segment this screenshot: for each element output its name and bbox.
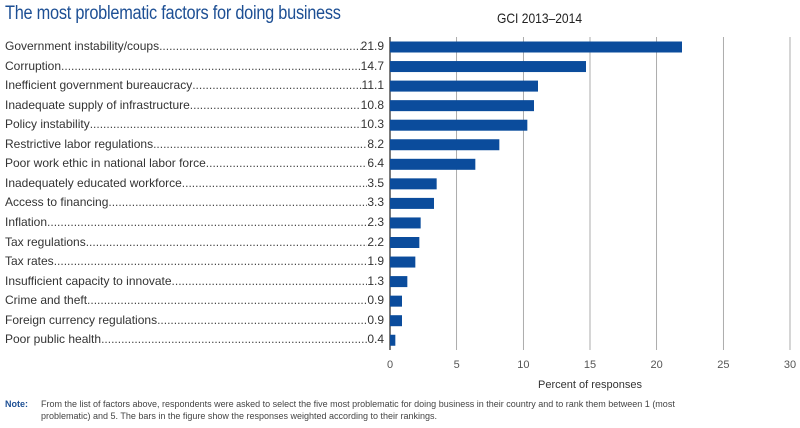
bar <box>390 217 421 229</box>
value-label: 1.3 <box>367 273 384 288</box>
factor-label: Insufficient capacity to innovate <box>5 273 172 288</box>
factor-row: Policy instability 10.3 <box>5 117 384 133</box>
note-label: Note: <box>5 399 28 409</box>
factor-label: Policy instability <box>5 117 90 132</box>
bar <box>390 295 402 307</box>
factor-row: Tax regulations 2.2 <box>5 235 384 251</box>
bar <box>390 334 396 346</box>
value-label: 0.4 <box>367 332 384 347</box>
value-label: 11.1 <box>361 78 384 93</box>
factor-label: Inefficient government bureaucracy <box>5 78 193 93</box>
value-label: 2.3 <box>367 214 384 229</box>
x-tick-label: 25 <box>717 359 729 371</box>
factor-row: Crime and theft 0.9 <box>5 293 384 309</box>
factor-label: Inadequately educated workforce <box>5 175 182 190</box>
factor-row: Restrictive labor regulations 8.2 <box>5 137 384 153</box>
factor-row: Inadequately educated workforce 3.5 <box>5 176 384 192</box>
bar <box>390 80 538 92</box>
bar <box>390 178 437 190</box>
bar <box>390 119 528 131</box>
factor-label: Inflation <box>5 214 48 229</box>
factor-row: Poor work ethic in national labor force 6… <box>5 156 384 172</box>
value-label: 10.3 <box>360 117 384 132</box>
bar <box>390 197 434 209</box>
bar <box>390 158 476 170</box>
factor-label: Tax rates <box>5 254 54 269</box>
value-label: 8.2 <box>367 136 384 151</box>
factor-row: Inflation 2.3 <box>5 215 384 231</box>
value-label: 0.9 <box>367 312 384 327</box>
x-tick-label: 20 <box>651 359 663 371</box>
bar <box>390 41 682 53</box>
value-label: 14.7 <box>360 58 384 73</box>
factor-label: Access to financing <box>5 195 109 210</box>
factor-row: Foreign currency regulations 0.9 <box>5 313 384 329</box>
bar <box>390 276 408 288</box>
note-text: From the list of factors above, responde… <box>41 399 675 421</box>
value-label: 10.8 <box>360 97 384 112</box>
factor-row: Access to financing 3.3 <box>5 195 384 211</box>
x-axis-label: Percent of responses <box>538 379 642 391</box>
bar <box>390 139 500 151</box>
factor-label: Poor public health <box>5 332 102 347</box>
value-label: 1.9 <box>367 254 384 269</box>
factor-label: Foreign currency regulations <box>5 312 158 327</box>
factor-row: Poor public health 0.4 <box>5 332 384 348</box>
factor-label: Crime and theft <box>5 293 88 308</box>
x-tick-label: 0 <box>387 359 393 371</box>
bar <box>390 237 420 248</box>
factor-label: Restrictive labor regulations <box>5 136 154 151</box>
factor-label: Poor work ethic in national labor force <box>5 156 206 171</box>
value-label: 0.9 <box>367 293 384 308</box>
factor-row: Insufficient capacity to innovate 1.3 <box>5 274 384 290</box>
x-tick-label: 5 <box>454 359 460 371</box>
x-tick-label: 10 <box>517 359 529 371</box>
factor-row: Inadequate supply of infrastructure 10.8 <box>5 98 384 114</box>
chart-subtitle: GCI 2013–2014 <box>497 10 583 26</box>
factor-row: Tax rates 1.9 <box>5 254 384 270</box>
factor-label: Government instability/coups <box>5 39 160 53</box>
value-label: 3.5 <box>367 175 384 190</box>
bar <box>390 100 534 112</box>
factor-row: Inefficient government bureaucracy 11.1 <box>5 78 384 94</box>
chart-title: The most problematic factors for doing b… <box>5 3 341 24</box>
value-label: 21.9 <box>360 39 384 53</box>
factor-label: Inadequate supply of infrastructure <box>5 97 190 112</box>
factor-row: Government instability/coups 21.9 <box>5 39 384 55</box>
bar <box>390 61 586 73</box>
bar <box>390 315 402 327</box>
bar <box>390 256 416 268</box>
factor-row: Corruption 14.7 <box>5 59 384 75</box>
value-label: 3.3 <box>367 195 384 210</box>
x-tick-label: 30 <box>784 359 796 371</box>
x-tick-label: 15 <box>584 359 596 371</box>
chart-note: Note: From the list of factors above, re… <box>5 398 681 422</box>
value-label: 6.4 <box>367 156 384 171</box>
factor-label: Tax regulations <box>5 234 86 249</box>
factor-label: Corruption <box>5 58 62 73</box>
value-label: 2.2 <box>367 234 384 249</box>
